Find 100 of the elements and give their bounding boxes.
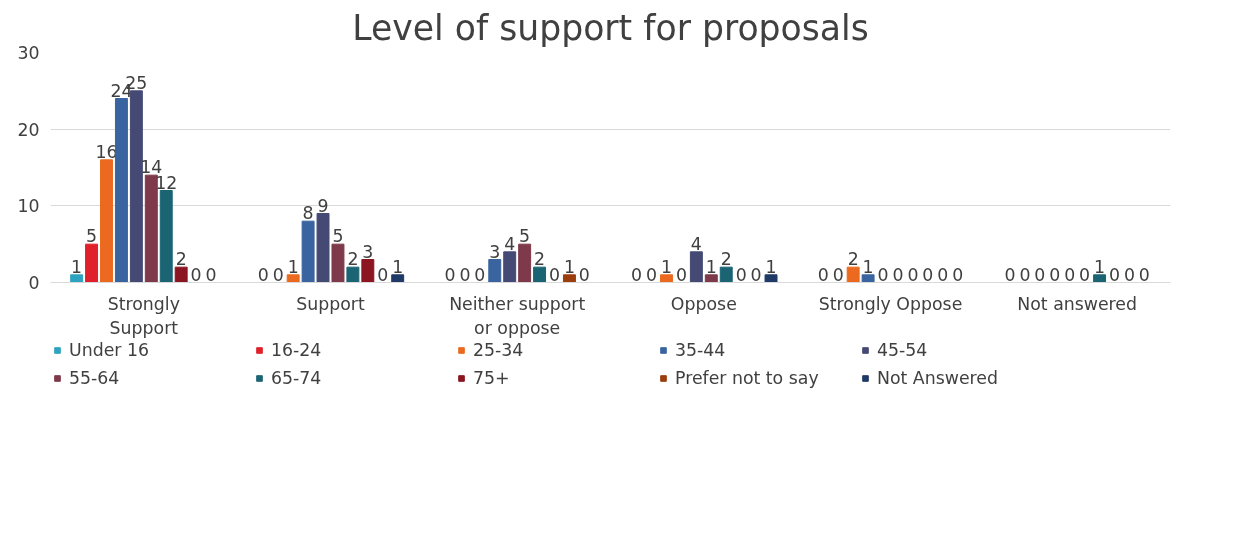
data-label: 0: [922, 264, 934, 285]
data-label: 0: [444, 264, 456, 285]
y-tick-label: 0: [28, 273, 40, 293]
data-label: 0: [952, 264, 964, 285]
legend-label: 16-24: [271, 340, 323, 360]
bar: [1093, 274, 1107, 283]
bar: [562, 274, 576, 283]
x-tick-label: Not answered: [1017, 293, 1138, 314]
data-label: 0: [735, 264, 747, 285]
data-label: 2: [175, 249, 187, 270]
data-label: 1: [71, 256, 83, 277]
data-label: 0: [817, 264, 829, 285]
bar: [159, 190, 173, 283]
data-label: 0: [1064, 264, 1076, 285]
chart-title: Level of support for proposals: [352, 7, 869, 48]
data-label: 1: [563, 256, 575, 277]
data-label: 0: [1138, 264, 1150, 285]
legend-label: 75+: [473, 368, 511, 388]
bar: [764, 274, 778, 283]
data-label: 1: [765, 256, 777, 277]
data-label: 0: [190, 264, 202, 285]
data-label: 0: [631, 264, 643, 285]
x-tick-label: Strongly Support: [107, 293, 180, 338]
bar: [144, 174, 158, 283]
bar: [861, 274, 875, 283]
y-tick-label: 10: [17, 196, 40, 217]
data-label: 5: [332, 226, 344, 247]
data-label: 3: [362, 241, 374, 262]
legend-label: 55-64: [69, 368, 121, 388]
data-label: 1: [287, 256, 299, 277]
data-label: 0: [646, 264, 658, 285]
x-tick-label: Oppose: [670, 293, 737, 314]
data-label: 0: [750, 264, 762, 285]
data-label: 8: [302, 203, 314, 224]
data-label: 1: [660, 256, 673, 277]
data-label: 0: [877, 264, 889, 285]
legend-label: Not Answered: [877, 368, 999, 388]
bar: [114, 98, 128, 283]
bar: [100, 159, 113, 283]
bar: [316, 213, 330, 283]
bar: [391, 274, 405, 283]
bar: [846, 266, 860, 283]
data-label: 1: [1094, 256, 1106, 277]
data-label: 0: [907, 264, 919, 285]
legend-label: 25-34: [473, 340, 525, 360]
data-label: 0: [675, 264, 687, 285]
x-tick-label: Support: [296, 293, 365, 314]
legend-label: Prefer not to say: [675, 368, 820, 388]
bar: [503, 251, 517, 283]
bar: [704, 274, 718, 283]
data-label: 1: [862, 256, 874, 277]
data-label: 2: [534, 249, 546, 270]
bar: [518, 243, 532, 283]
data-label: 2: [347, 249, 359, 270]
data-label: 0: [1004, 264, 1016, 285]
data-label: 0: [548, 264, 561, 285]
bar: [174, 266, 188, 283]
data-label: 9: [317, 195, 329, 216]
data-label: 5: [86, 226, 98, 247]
data-label: 1: [392, 256, 404, 277]
data-label: 0: [892, 264, 904, 285]
bar: [488, 259, 502, 283]
data-label: 0: [205, 264, 217, 285]
bar: [301, 220, 315, 283]
x-tick-label: Neither support or oppose: [449, 293, 586, 338]
bar: [129, 90, 143, 283]
y-tick-label: 30: [17, 43, 40, 63]
legend-label: 45-54: [877, 340, 929, 360]
data-label: 0: [937, 264, 949, 285]
data-label: 0: [257, 264, 269, 285]
bar: [719, 266, 733, 283]
data-label: 0: [377, 264, 389, 285]
data-label: 1: [705, 256, 717, 277]
data-label: 3: [489, 241, 501, 262]
y-tick-label: 20: [17, 119, 40, 140]
bar: [533, 266, 547, 283]
data-label: 2: [847, 249, 859, 270]
bar: [346, 266, 360, 283]
data-label: 4: [504, 233, 516, 254]
data-label: 0: [1019, 264, 1031, 285]
data-label: 0: [1034, 264, 1046, 285]
data-label: 0: [474, 264, 486, 285]
legend-label: 35-44: [675, 340, 727, 360]
data-label: 0: [578, 264, 590, 285]
bar: [689, 251, 703, 283]
data-label: 2: [720, 249, 732, 270]
data-label: 4: [690, 233, 702, 254]
bar: [361, 259, 375, 283]
bar: [70, 274, 84, 283]
bar: [660, 274, 673, 283]
legend-label: 65-74: [271, 368, 323, 388]
data-label: 0: [832, 264, 844, 285]
data-label: 0: [1108, 264, 1121, 285]
x-tick-label: Strongly Oppose: [818, 293, 963, 314]
data-label: 0: [272, 264, 284, 285]
bar: [331, 243, 345, 283]
data-label: 0: [1079, 264, 1091, 285]
data-label: 0: [1049, 264, 1061, 285]
bar: [85, 243, 99, 283]
bar: [286, 274, 300, 283]
